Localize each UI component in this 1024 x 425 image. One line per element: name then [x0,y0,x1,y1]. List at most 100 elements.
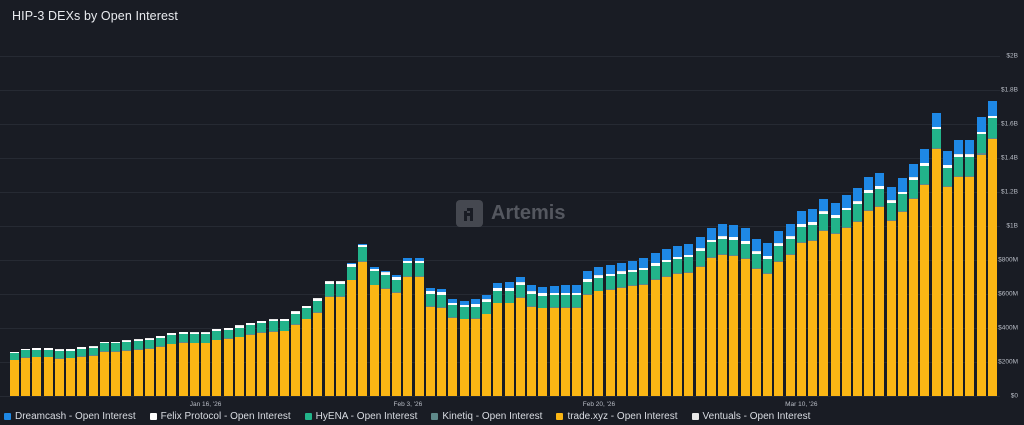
stacked-bar[interactable] [392,274,402,396]
stacked-bar[interactable] [335,281,345,396]
stacked-bar[interactable] [99,341,109,396]
stacked-bar[interactable] [77,346,87,396]
bar-segment [909,179,919,198]
stacked-bar[interactable] [43,347,53,396]
stacked-bar[interactable] [369,267,379,396]
stacked-bar[interactable] [583,271,593,396]
stacked-bar[interactable] [853,188,862,396]
stacked-bar[interactable] [808,209,818,396]
stacked-bar[interactable] [841,194,851,396]
stacked-bar[interactable] [459,300,469,396]
stacked-bar[interactable] [819,198,829,396]
stacked-bar[interactable] [954,140,964,396]
stacked-bar[interactable] [167,332,177,396]
stacked-bar[interactable] [965,140,975,396]
stacked-bar[interactable] [493,282,503,396]
stacked-bar[interactable] [875,172,885,396]
stacked-bar[interactable] [639,258,649,396]
stacked-bar[interactable] [695,237,705,396]
stacked-bar[interactable] [616,262,626,396]
bar-segment [549,292,559,296]
stacked-bar[interactable] [302,305,312,396]
stacked-bar[interactable] [763,243,773,396]
stacked-bar[interactable] [437,288,447,396]
stacked-bar[interactable] [482,294,492,396]
stacked-bar[interactable] [785,223,795,396]
stacked-bar[interactable] [560,285,570,396]
stacked-bar[interactable] [864,176,874,396]
stacked-bar[interactable] [279,318,289,396]
stacked-bar[interactable] [774,230,784,396]
stacked-bar[interactable] [156,335,166,396]
stacked-bar[interactable] [650,253,660,396]
stacked-bar[interactable] [246,323,256,396]
stacked-bar[interactable] [931,112,941,396]
stacked-bar[interactable] [111,341,121,396]
legend-item-felix-protocol[interactable]: Felix Protocol - Open Interest [149,411,291,422]
stacked-bar[interactable] [347,263,357,396]
legend-item-hyena[interactable]: HyENA - Open Interest [304,411,417,422]
stacked-bar[interactable] [976,117,986,396]
stacked-bar[interactable] [729,224,739,396]
legend-item-ventuals[interactable]: Ventuals - Open Interest [691,411,810,422]
stacked-bar[interactable] [291,311,300,396]
stacked-bar[interactable] [21,348,31,396]
stacked-bar[interactable] [751,238,761,396]
stacked-bar[interactable] [88,346,98,396]
bar-segment [987,116,997,119]
stacked-bar[interactable] [212,328,222,396]
legend-item-kinetiq[interactable]: Kinetiq - Open Interest [431,411,542,422]
stacked-bar[interactable] [32,347,42,396]
stacked-bar[interactable] [470,299,480,396]
stacked-bar[interactable] [425,287,435,396]
stacked-bar[interactable] [594,267,604,396]
stacked-bar[interactable] [10,351,19,396]
stacked-bar[interactable] [549,285,559,396]
stacked-bar[interactable] [987,100,997,396]
legend-item-dreamcash[interactable]: Dreamcash - Open Interest [4,411,136,422]
stacked-bar[interactable] [223,327,233,396]
stacked-bar[interactable] [257,320,267,396]
bar-segment [976,132,986,135]
stacked-bar[interactable] [830,202,840,396]
stacked-bar[interactable] [909,163,919,396]
stacked-bar[interactable] [942,151,952,396]
stacked-bar[interactable] [414,257,424,396]
stacked-bar[interactable] [605,265,615,396]
stacked-bar[interactable] [324,281,334,396]
stacked-bar[interactable] [886,187,896,396]
stacked-bar[interactable] [706,228,716,396]
stacked-bar[interactable] [122,340,132,396]
stacked-bar[interactable] [718,224,728,396]
stacked-bar[interactable] [268,319,278,396]
stacked-bar[interactable] [234,325,244,396]
stacked-bar[interactable] [538,286,548,396]
legend-item-trade-xyz[interactable]: trade.xyz - Open Interest [556,411,678,422]
stacked-bar[interactable] [380,270,390,396]
stacked-bar[interactable] [201,332,211,396]
stacked-bar[interactable] [572,285,581,396]
stacked-bar[interactable] [515,276,525,396]
stacked-bar[interactable] [920,149,930,396]
stacked-bar[interactable] [54,349,64,396]
stacked-bar[interactable] [189,332,199,396]
stacked-bar[interactable] [897,178,907,396]
bar-segment [54,349,64,351]
stacked-bar[interactable] [684,243,694,396]
stacked-bar[interactable] [358,243,368,396]
stacked-bar[interactable] [313,298,323,396]
stacked-bar[interactable] [66,348,76,396]
stacked-bar[interactable] [796,211,806,396]
stacked-bar[interactable] [628,260,638,396]
stacked-bar[interactable] [178,331,188,396]
stacked-bar[interactable] [673,246,683,396]
stacked-bar[interactable] [740,228,750,396]
stacked-bar[interactable] [661,249,671,396]
stacked-bar[interactable] [504,282,514,396]
stacked-bar[interactable] [527,285,537,396]
bar-segment [470,306,480,318]
stacked-bar[interactable] [403,258,413,396]
stacked-bar[interactable] [133,339,143,396]
stacked-bar[interactable] [144,338,154,396]
stacked-bar[interactable] [448,298,458,396]
